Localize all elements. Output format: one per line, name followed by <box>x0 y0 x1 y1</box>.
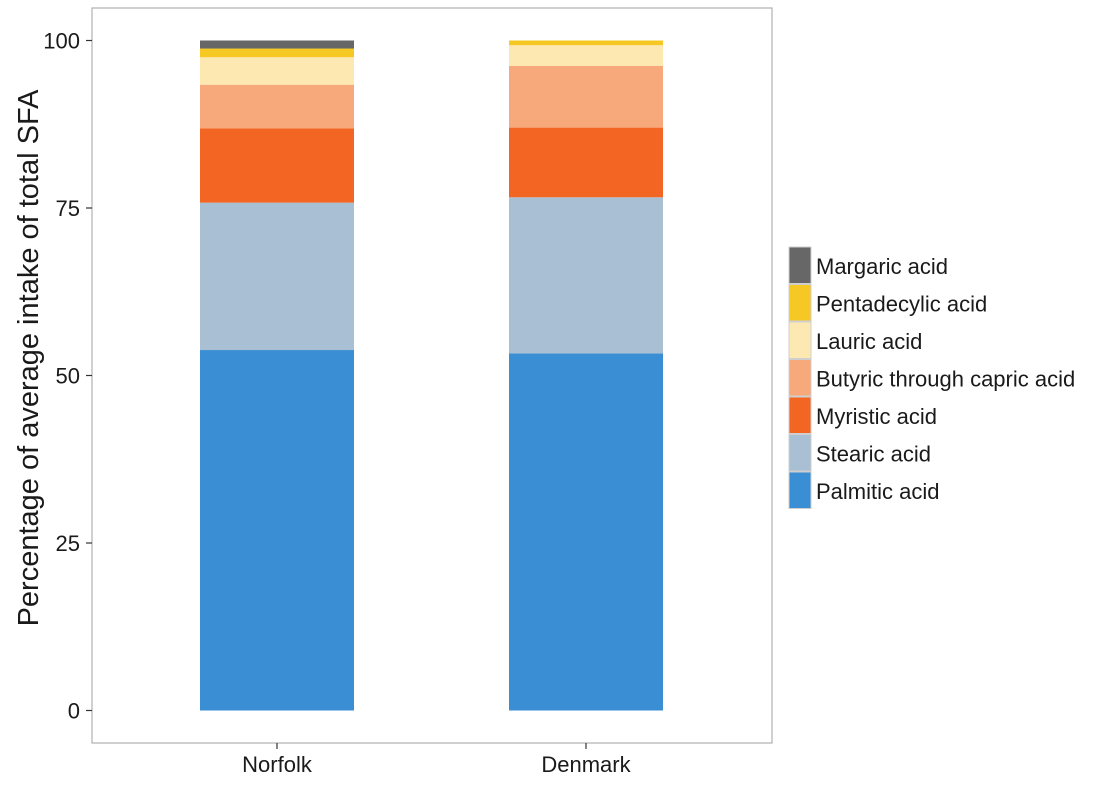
bar-segment-denmark-pentadecylic-acid <box>509 40 663 46</box>
bars-layer <box>200 40 663 711</box>
legend-key-stearic-acid <box>788 434 812 472</box>
y-tick-label: 0 <box>68 699 80 724</box>
bar-segment-norfolk-myristic-acid <box>200 128 354 203</box>
bar-segment-norfolk-stearic-acid <box>200 202 354 351</box>
legend-label: Lauric acid <box>816 329 922 354</box>
y-tick-label: 75 <box>56 196 80 221</box>
legend-key-palmitic-acid <box>788 471 812 509</box>
legend-key-margaric-acid <box>788 246 812 284</box>
bar-segment-denmark-palmitic-acid <box>509 353 663 711</box>
legend-label: Margaric acid <box>816 254 948 279</box>
legend-label: Palmitic acid <box>816 479 939 504</box>
legend-key-lauric-acid <box>788 321 812 359</box>
legend-key-myristic-acid <box>788 396 812 434</box>
bar-segment-norfolk-butyric-through-capric-acid <box>200 84 354 129</box>
bar-segment-denmark-lauric-acid <box>509 45 663 66</box>
legend-label: Pentadecylic acid <box>816 291 987 316</box>
y-axis: 0 25 50 75 100 <box>43 29 92 724</box>
x-tick-label-denmark: Denmark <box>541 752 631 777</box>
legend-key-butyric-through-capric-acid <box>788 359 812 397</box>
plot-panel-border <box>91 7 773 744</box>
bar-segment-norfolk-lauric-acid <box>200 57 354 85</box>
y-tick-label: 50 <box>56 364 80 389</box>
bar-segment-norfolk-palmitic-acid <box>200 350 354 711</box>
y-axis-title: Percentage of average intake of total SF… <box>13 89 45 626</box>
y-tick-label: 100 <box>43 29 80 54</box>
bar-segment-norfolk-pentadecylic-acid <box>200 48 354 58</box>
bar-segment-norfolk-margaric-acid <box>200 40 354 49</box>
x-tick-label-norfolk: Norfolk <box>242 752 313 777</box>
y-tick-label: 25 <box>56 531 80 556</box>
legend-label: Butyric through capric acid <box>816 366 1075 391</box>
legend-label: Stearic acid <box>816 441 931 466</box>
x-axis: Norfolk Denmark <box>242 743 632 777</box>
legend-key-pentadecylic-acid <box>788 284 812 322</box>
bar-segment-denmark-butyric-through-capric-acid <box>509 65 663 128</box>
bar-segment-denmark-stearic-acid <box>509 197 663 354</box>
legend: Margaric acid Pentadecylic acid Lauric aci… <box>788 246 1075 509</box>
bar-segment-denmark-myristic-acid <box>509 127 663 198</box>
legend-label: Myristic acid <box>816 404 937 429</box>
